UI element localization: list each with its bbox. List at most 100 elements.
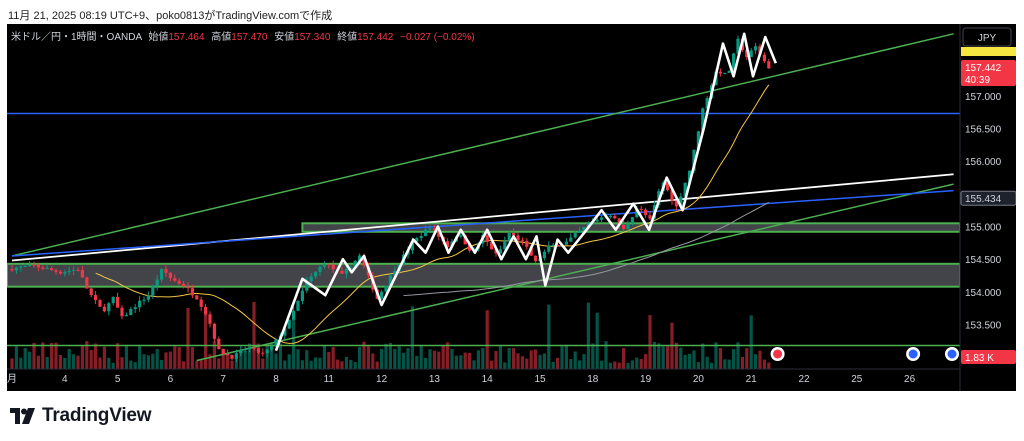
time-tick-label: 22 <box>798 374 810 385</box>
candle-body <box>151 286 155 296</box>
candle-body <box>503 240 507 250</box>
volume-bar <box>19 357 23 369</box>
candle-body <box>41 267 45 269</box>
volume-bar <box>318 357 322 369</box>
volume-bar <box>58 354 62 369</box>
candle-body <box>107 303 111 312</box>
candle-body <box>305 281 309 291</box>
trendlines <box>11 33 954 362</box>
volume-bar <box>314 357 318 369</box>
time-tick-label: 6 <box>168 374 174 385</box>
volume-bar <box>569 359 573 369</box>
candle-body <box>190 288 194 296</box>
candle-body <box>32 264 36 266</box>
sma-long-line <box>403 201 770 296</box>
volume-bar <box>406 348 410 369</box>
time-tick-label: 21 <box>746 374 758 385</box>
close-value: 157.442 <box>357 32 394 43</box>
volume-bar <box>749 315 753 369</box>
volume-bar <box>622 347 626 369</box>
volume-bar <box>595 312 599 369</box>
countdown-label: 40:39 <box>965 75 990 86</box>
volume-bar <box>349 359 353 369</box>
volume-bar <box>767 362 771 369</box>
candle-body <box>767 61 771 69</box>
volume-bar <box>371 353 375 369</box>
volume-bar <box>54 342 58 369</box>
economic-event-icon <box>945 347 959 361</box>
volume-bar <box>564 344 568 369</box>
volume-bar <box>45 356 49 369</box>
candle-body <box>28 264 32 267</box>
volume-bar <box>375 361 379 369</box>
volume-bar <box>63 357 67 369</box>
candle-body <box>160 269 164 280</box>
candle-body <box>595 219 599 222</box>
volume-bar <box>516 353 520 369</box>
volume-bar <box>732 349 736 369</box>
candle-body <box>63 272 67 274</box>
candle-body <box>102 306 106 312</box>
volume-bar <box>604 341 608 369</box>
chart-caption: 11月 21, 2025 08:19 UTC+9、poko0813がTradin… <box>8 10 333 22</box>
volume-bar <box>204 312 208 369</box>
volume-bar <box>758 350 762 369</box>
volume-bar <box>287 354 291 369</box>
volume-bar <box>520 356 524 369</box>
candle-body <box>617 218 621 225</box>
volume-bar <box>639 359 643 369</box>
volume-bar <box>397 346 401 369</box>
volume-bar <box>98 357 102 369</box>
volume-bar <box>89 349 93 369</box>
candle-body <box>217 338 221 350</box>
volume-bar <box>503 362 507 369</box>
candle-body <box>67 270 71 273</box>
channel-bottom-line <box>196 183 954 362</box>
candle-body <box>318 266 322 272</box>
volume-bar <box>494 350 498 369</box>
candle-body <box>494 249 498 254</box>
candle-body <box>23 266 27 268</box>
price-tick-label: 156.000 <box>965 157 1002 168</box>
candle-body <box>424 229 428 237</box>
volume-bar <box>542 353 546 369</box>
time-axis: 月 4 5 6 7 8 11 12 13 14 15 18 19 20 21 22 25 26 <box>7 368 960 385</box>
currency-button[interactable] <box>962 27 1012 47</box>
candle-body <box>428 228 432 230</box>
volume-bar <box>688 353 692 369</box>
price-tick-label: 154.500 <box>965 255 1002 266</box>
candle-body <box>199 299 203 307</box>
event-icon-dot <box>773 349 783 359</box>
volume-bar <box>529 350 533 369</box>
candle-body <box>525 240 529 247</box>
volume-bar <box>173 346 177 369</box>
volume-bar <box>393 348 397 369</box>
volume-bar <box>177 347 181 369</box>
candle-body <box>10 269 14 271</box>
volume-bar <box>380 348 384 369</box>
volume-bar <box>199 358 203 369</box>
volume-bar <box>340 361 344 369</box>
chart-frame[interactable]: 米ドル／円・1時間・OANDA 始値157.464 高値157.470 安値15… <box>7 24 1016 391</box>
candle-body <box>248 347 252 350</box>
volume-bar <box>256 343 260 369</box>
candle-body <box>666 182 670 191</box>
volume-bar <box>450 349 454 369</box>
candle-body <box>353 260 357 268</box>
moving-averages <box>95 84 770 344</box>
volume-bar <box>226 353 230 369</box>
volume-bar <box>221 348 225 369</box>
volume-bar <box>80 344 84 369</box>
candle-body <box>256 348 260 353</box>
volume-bar <box>296 349 300 369</box>
volume-bar <box>428 349 432 369</box>
price-chart[interactable]: 米ドル／円・1時間・OANDA 始値157.464 高値157.470 安値15… <box>7 24 1016 391</box>
tradingview-logo[interactable]: TradingView <box>10 403 152 429</box>
candle-body <box>529 246 533 256</box>
candle-body <box>111 296 115 304</box>
volume-bar <box>384 343 388 369</box>
candle-body <box>534 255 538 262</box>
candle-body <box>283 328 287 336</box>
volume-bar <box>441 346 445 369</box>
volume-bar <box>160 360 164 369</box>
